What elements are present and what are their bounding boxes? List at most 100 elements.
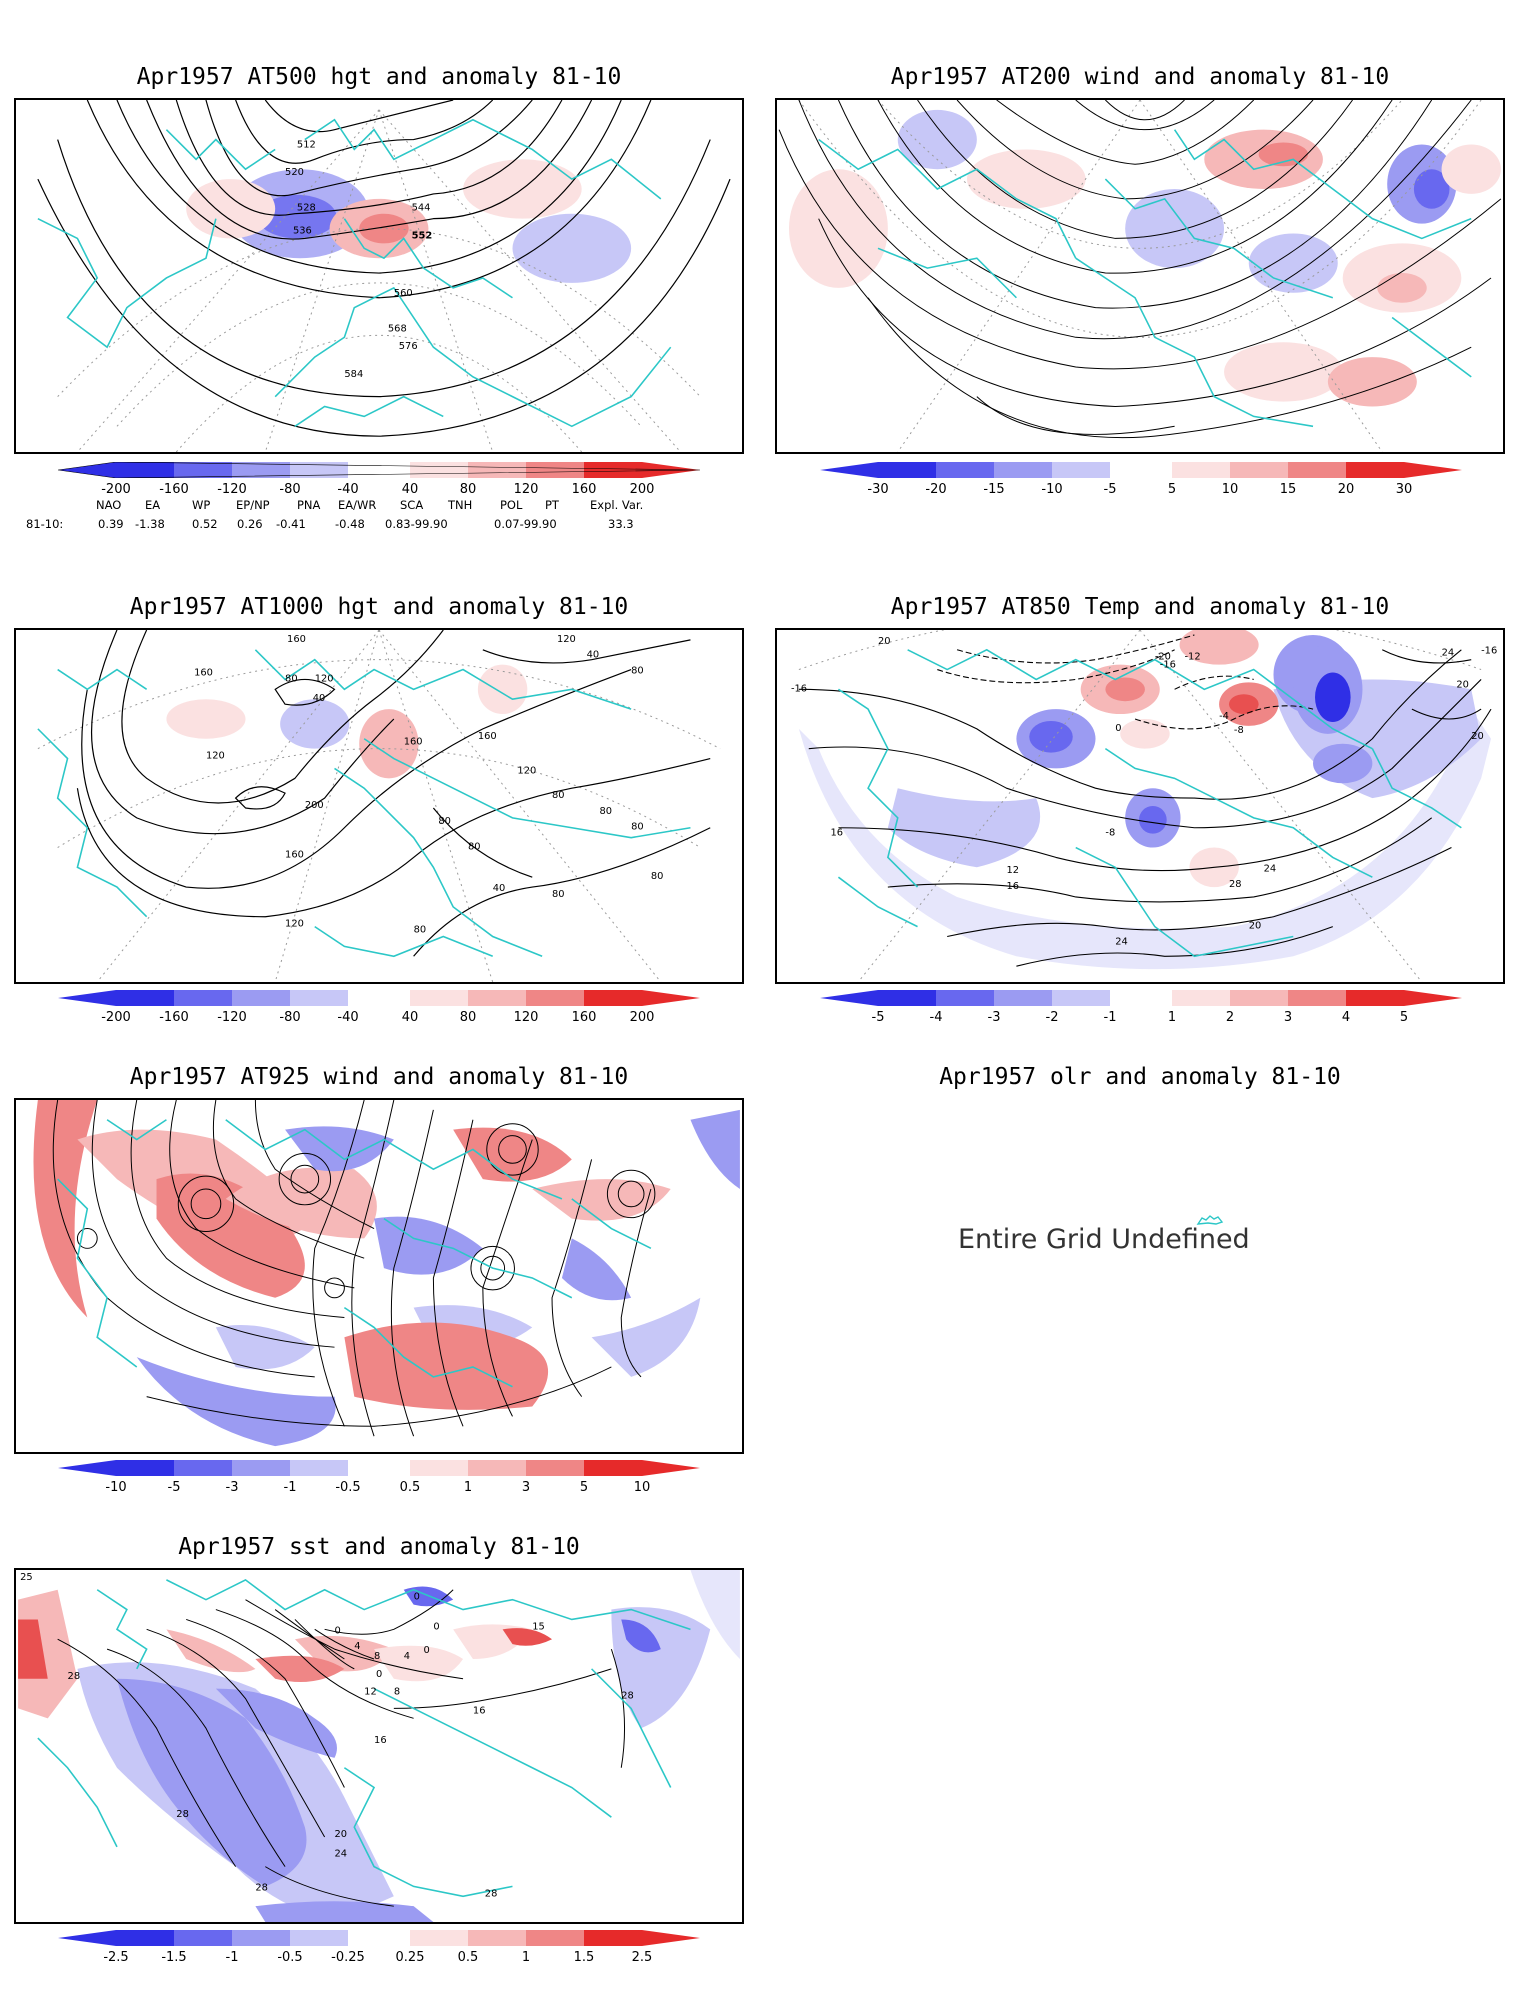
svg-text:528: 528	[297, 203, 316, 214]
svg-text:25: 25	[20, 1572, 33, 1583]
tick-label: 10	[1221, 482, 1239, 497]
colorbar-graphic	[58, 462, 700, 478]
header-epnp: EP/NP	[236, 498, 270, 512]
tick-label: 1	[1167, 1010, 1177, 1025]
header-pna: PNA	[297, 498, 321, 512]
svg-text:0: 0	[433, 1621, 439, 1632]
tick-label: 40	[401, 1010, 419, 1025]
svg-text:160: 160	[404, 737, 423, 748]
tick-label: 20	[1337, 482, 1355, 497]
tick-label: -80	[279, 482, 301, 497]
map-graphic: 512 520 528 536 544 552 560 568 576 584	[37, 100, 731, 452]
tick-label: 80	[459, 1010, 477, 1025]
svg-text:24: 24	[1442, 648, 1455, 659]
svg-text:16: 16	[1007, 881, 1020, 892]
map-graphic: 25 28 0 4 8 0 12 8 4 0 0 0 16 16 15 28 28 20 24 28…	[18, 1570, 740, 1922]
colorbar-hgt1000: -200 -160 -120 -80 -40 40 80 120 160 200	[58, 990, 700, 1030]
map-graphic: 20 24 -16 -16 20 -20 -12 -16 -4 0 -8 20 16 -8 12 1…	[779, 630, 1501, 982]
tick-label: 1	[463, 1480, 473, 1495]
tick-label: -10	[1041, 482, 1063, 497]
map-sst: 25 28 0 4 8 0 12 8 4 0 0 0 16 16 15 28 28 20 24 28…	[14, 1568, 744, 1924]
value-cell: 0.26	[237, 517, 263, 531]
panel-at500: Apr1957 AT500 hgt and anomaly 81-10	[14, 64, 744, 454]
colorbar-graphic	[820, 990, 1462, 1006]
map-at925	[14, 1098, 744, 1454]
colorbar-ticks: -5 -4 -3 -2 -1 1 2 3 4 5	[820, 1010, 1462, 1028]
colorbar-ticks: -30 -20 -15 -10 -5 5 10 15 20 30	[820, 482, 1462, 500]
svg-text:160: 160	[194, 667, 213, 678]
tick-label: 40	[401, 482, 419, 497]
svg-text:8: 8	[374, 1651, 380, 1662]
svg-text:0: 0	[1115, 723, 1121, 734]
svg-text:536: 536	[293, 225, 312, 236]
svg-text:40: 40	[313, 693, 326, 704]
tick-label: -5	[167, 1480, 181, 1495]
teleconnection-values: 81-10: 0.39 -1.38 0.52 0.26 -0.41 -0.48 …	[0, 517, 740, 533]
svg-text:120: 120	[517, 765, 536, 776]
svg-text:16: 16	[473, 1705, 486, 1716]
tick-label: 120	[513, 482, 539, 497]
svg-text:16: 16	[831, 828, 844, 839]
colorbar-sst: -2.5 -1.5 -1 -0.5 -0.25 0.25 0.5 1 1.5 2…	[58, 1930, 700, 1970]
tick-label: 3	[1283, 1010, 1293, 1025]
panel-title: Apr1957 AT850 Temp and anomaly 81-10	[890, 594, 1390, 620]
svg-text:576: 576	[399, 341, 418, 352]
tick-label: -80	[279, 1010, 301, 1025]
panel-at1000: Apr1957 AT1000 hgt and anomaly 81-10	[14, 594, 744, 984]
value-cell: -1.38	[135, 517, 165, 531]
panel-at200: Apr1957 AT200 wind and anomaly 81-10	[775, 64, 1505, 454]
panel-at925: Apr1957 AT925 wind and anomaly 81-10	[14, 1064, 744, 1454]
value-cell: -0.48	[335, 517, 365, 531]
tick-label: -5	[1103, 482, 1117, 497]
tick-label: 10	[633, 1480, 651, 1495]
colorbar-wind925: -10 -5 -3 -1 -0.5 0.5 1 3 5 10	[58, 1460, 700, 1500]
tick-label: 1.5	[573, 1950, 595, 1965]
value-cell: 33.3	[608, 517, 634, 531]
tick-label: -3	[225, 1480, 239, 1495]
svg-text:160: 160	[287, 634, 306, 645]
svg-text:16: 16	[374, 1735, 387, 1746]
header-pol: POL	[500, 498, 523, 512]
svg-text:12: 12	[364, 1687, 377, 1698]
tick-label: 160	[571, 1010, 597, 1025]
tick-label: -120	[217, 1010, 247, 1025]
svg-text:20: 20	[1249, 921, 1262, 932]
header-pt: PT	[545, 498, 559, 512]
svg-text:80: 80	[285, 673, 298, 684]
map-graphic	[778, 100, 1502, 452]
svg-text:20: 20	[1456, 679, 1469, 690]
svg-text:512: 512	[297, 139, 316, 150]
tick-label: -40	[337, 1010, 359, 1025]
svg-text:80: 80	[631, 666, 644, 677]
value-cell: 0.52	[192, 517, 218, 531]
svg-text:0: 0	[414, 1592, 420, 1603]
svg-text:0: 0	[376, 1669, 382, 1680]
tick-label: 5	[579, 1480, 589, 1495]
svg-text:28: 28	[68, 1671, 81, 1682]
svg-text:-12: -12	[1184, 652, 1200, 663]
svg-text:-8: -8	[1234, 725, 1244, 736]
tick-label: 15	[1279, 482, 1297, 497]
tick-label: -40	[337, 482, 359, 497]
tick-label: -160	[159, 1010, 189, 1025]
value-cell: 0.39	[98, 517, 124, 531]
map-at500: 512 520 528 536 544 552 560 568 576 584	[14, 98, 744, 454]
svg-text:0: 0	[423, 1645, 429, 1656]
svg-text:80: 80	[468, 842, 481, 853]
tick-label: 200	[629, 482, 655, 497]
map-at850: 20 24 -16 -16 20 -20 -12 -16 -4 0 -8 20 16 -8 12 1…	[775, 628, 1505, 984]
svg-text:160: 160	[285, 849, 304, 860]
svg-text:80: 80	[438, 816, 451, 827]
tick-label: -3	[987, 1010, 1001, 1025]
svg-text:-16: -16	[1160, 660, 1176, 671]
svg-text:560: 560	[394, 288, 413, 299]
undefined-grid-message: Entire Grid Undefined	[958, 1224, 1250, 1255]
tick-label: -2	[1045, 1010, 1059, 1025]
svg-text:15: 15	[532, 1621, 545, 1632]
tick-label: 4	[1341, 1010, 1351, 1025]
panel-title: Apr1957 AT500 hgt and anomaly 81-10	[136, 64, 622, 90]
tick-label: -200	[101, 482, 131, 497]
tick-label: -0.5	[335, 1480, 361, 1495]
header-ea: EA	[145, 498, 161, 512]
